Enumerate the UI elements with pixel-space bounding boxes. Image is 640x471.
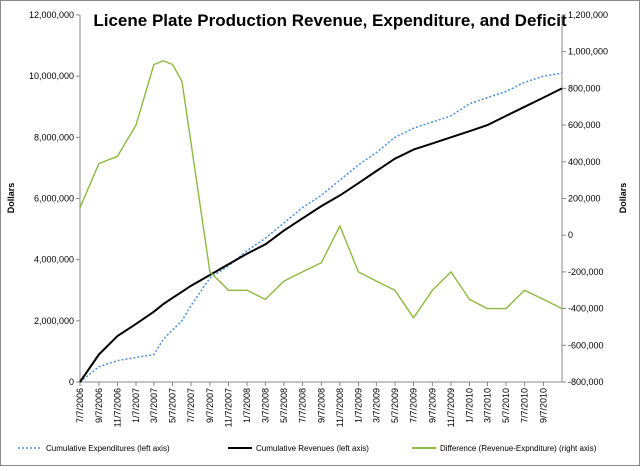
x-tick-label: 5/7/2007 [168, 388, 178, 423]
x-tick-label: 7/7/2006 [75, 388, 85, 423]
y-right-tick-label: 1,000,000 [568, 47, 608, 57]
x-tick-label: 3/7/2008 [260, 388, 270, 423]
y-right-axis-label: Dollars [618, 183, 628, 214]
x-tick-label: 3/7/2007 [149, 388, 159, 423]
x-tick-label: 11/7/2006 [112, 388, 122, 427]
x-tick-label: 3/7/2010 [482, 388, 492, 423]
x-tick-label: 9/7/2008 [316, 388, 326, 423]
x-tick-label: 5/7/2010 [501, 388, 511, 423]
y-left-tick-label: 6,000,000 [34, 194, 74, 204]
x-tick-label: 1/7/2008 [242, 388, 252, 423]
y-left-tick-label: 2,000,000 [34, 316, 74, 326]
x-tick-label: 7/7/2007 [186, 388, 196, 423]
x-tick-label: 7/7/2010 [520, 388, 530, 423]
series-group [79, 60, 563, 383]
x-tick-label: 5/7/2009 [390, 388, 400, 423]
y-right-tick-label: 0 [568, 230, 573, 240]
y-right-tick-label: -400,000 [568, 304, 604, 314]
y-right-tick-label: -200,000 [568, 267, 604, 277]
y-right-tick-label: 800,000 [568, 83, 601, 93]
x-tick-label: 11/7/2008 [335, 388, 345, 427]
x-tick-label: 7/7/2009 [409, 388, 419, 423]
legend-label-1: Cumulative Revenues (left axis) [256, 444, 369, 453]
series-line-1 [79, 87, 563, 383]
axes-group: 0 2,000,000 4,000,000 6,000,000 8,000,000 10,… [29, 10, 608, 427]
x-tick-label: 9/7/2010 [538, 388, 548, 423]
y-right-tick-label: -800,000 [568, 377, 604, 387]
series-line-0 [79, 72, 563, 383]
x-tick-label: 11/7/2009 [446, 388, 456, 427]
y-right-tick-label: 1,200,000 [568, 10, 608, 20]
y-right-tick-label: 600,000 [568, 120, 601, 130]
x-tick-label: 1/7/2010 [464, 388, 474, 423]
x-tick-label: 1/7/2007 [131, 388, 141, 423]
y-left-tick-label: 4,000,000 [34, 255, 74, 265]
x-tick-label: 7/7/2008 [297, 388, 307, 423]
y-left-axis-label: Dollars [6, 183, 16, 214]
legend-label-0: Cumulative Expenditures (left axis) [46, 444, 170, 453]
legend: Cumulative Expenditures (left axis) Cumul… [18, 444, 597, 453]
x-tick-label: 9/7/2007 [205, 388, 215, 423]
chart-title: Licene Plate Production Revenue, Expendi… [93, 11, 567, 30]
y-left-tick-label: 10,000,000 [29, 71, 74, 81]
x-tick-label: 9/7/2009 [427, 388, 437, 423]
y-left-tick-label: 8,000,000 [34, 132, 74, 142]
y-left-tick-label: 12,000,000 [29, 10, 74, 20]
x-tick-label: 11/7/2007 [223, 388, 233, 427]
x-tick-label: 3/7/2009 [371, 388, 381, 423]
x-tick-label: 1/7/2009 [353, 388, 363, 423]
x-tick-label: 9/7/2006 [94, 388, 104, 423]
y-right-tick-label: 400,000 [568, 157, 601, 167]
x-tick-label: 5/7/2008 [279, 388, 289, 423]
series-line-2 [79, 60, 563, 319]
y-left-tick-label: 0 [69, 377, 74, 387]
y-right-tick-label: 200,000 [568, 194, 601, 204]
y-right-tick-label: -600,000 [568, 340, 604, 350]
legend-label-2: Difference (Revenue-Expnditure) (right a… [440, 444, 597, 453]
